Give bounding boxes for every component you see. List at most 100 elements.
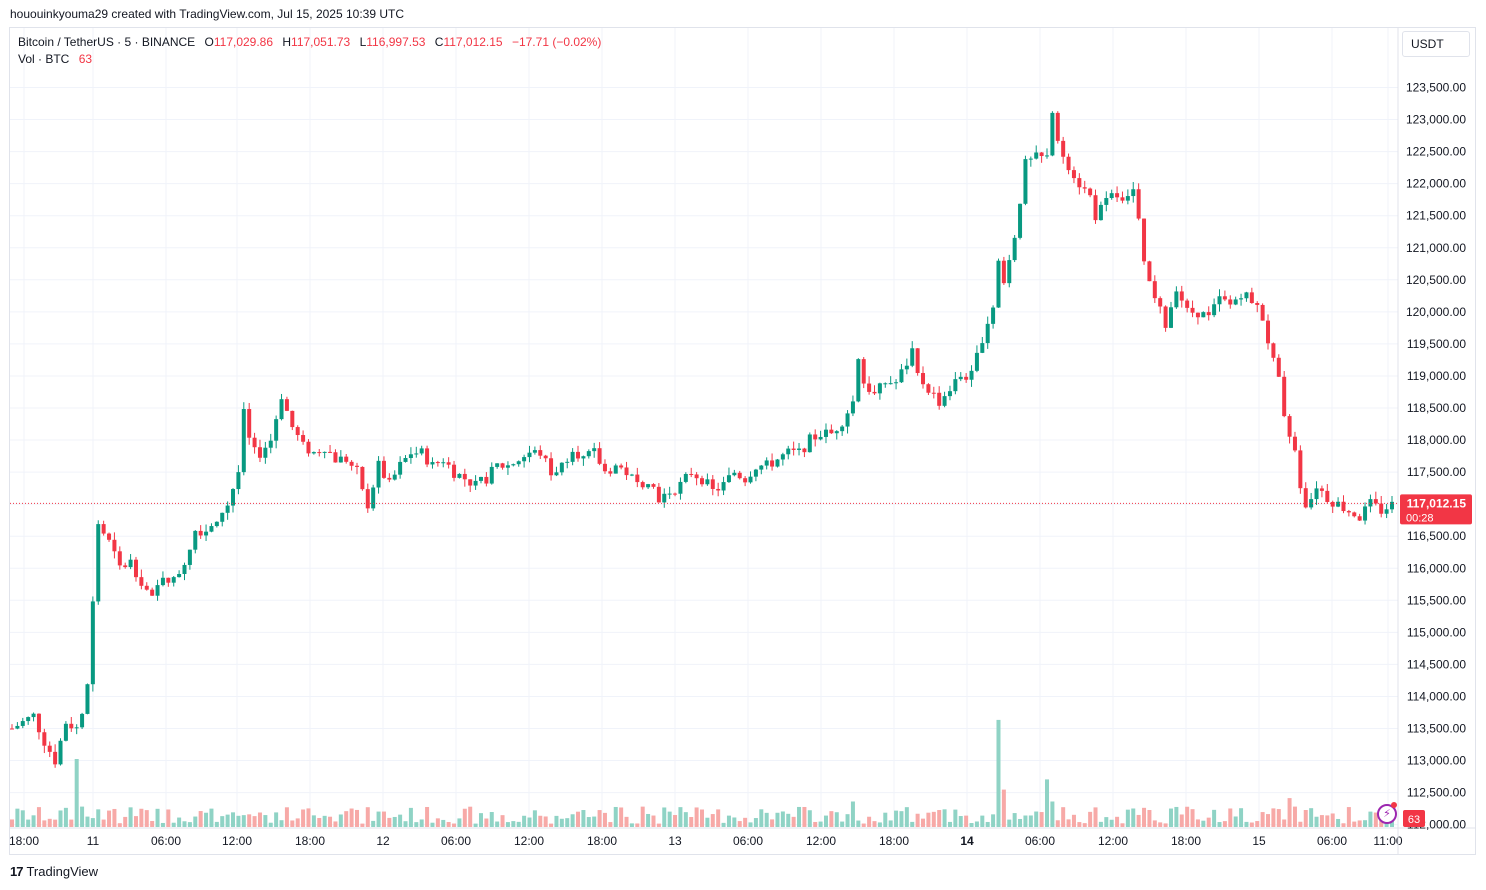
volume-bar <box>489 812 494 827</box>
volume-bar <box>904 807 909 827</box>
volume-bar <box>371 820 376 827</box>
volume-bar <box>505 822 510 827</box>
candle-body <box>306 441 311 454</box>
candle-body <box>15 725 20 729</box>
volume-bar <box>63 807 68 827</box>
candle-body <box>1271 343 1276 358</box>
y-tick-label: 119,500.00 <box>1407 337 1466 351</box>
candle-body <box>1206 312 1211 316</box>
volume-bar <box>764 812 769 827</box>
volume-bar <box>516 821 521 827</box>
candle-body <box>1222 296 1227 300</box>
volume-bar <box>15 808 20 827</box>
volume-bar <box>1195 819 1200 827</box>
x-tick-label: 14 <box>960 834 974 848</box>
volume-bar <box>1066 819 1071 827</box>
last-price-value: 117,012.15 <box>1407 496 1467 510</box>
candle-body <box>1357 516 1362 521</box>
volume-bar <box>947 821 952 827</box>
volume-bar <box>133 816 138 827</box>
volume-bar <box>47 818 52 827</box>
candle-body <box>96 524 101 602</box>
candle-body <box>1061 140 1066 157</box>
volume-bar <box>829 811 834 827</box>
volume-bar <box>1255 821 1260 827</box>
candle-body <box>678 481 683 494</box>
candle-body <box>80 713 85 728</box>
volume-bar <box>69 819 74 827</box>
lightning-icon[interactable]: ⚡ <box>1377 804 1397 824</box>
low-value: 116,997.53 <box>366 35 426 49</box>
candle-body <box>430 462 435 465</box>
volume-bar <box>214 821 219 827</box>
volume-bar <box>667 811 672 827</box>
volume-bar <box>290 820 295 827</box>
candle-body <box>1249 292 1254 304</box>
volume-bar <box>344 811 349 827</box>
volume-bar <box>500 815 505 827</box>
candle-body <box>160 577 165 586</box>
tradingview-logo[interactable]: 17 TradingView <box>10 864 98 879</box>
x-tick-label: 06:00 <box>441 834 471 848</box>
candle-body <box>133 559 138 578</box>
y-tick-label: 123,500.00 <box>1406 81 1466 95</box>
candle-body <box>1292 436 1297 451</box>
volume-bar <box>511 821 516 827</box>
candle-body <box>1093 195 1098 221</box>
volume-label[interactable]: Vol · BTC <box>18 52 70 66</box>
candle-body <box>899 369 904 383</box>
volume-bar <box>1050 801 1055 827</box>
candle-body <box>759 465 764 470</box>
candle-body <box>47 745 52 752</box>
volume-bar <box>468 806 473 827</box>
candle-body <box>1104 198 1109 205</box>
volume-bar <box>225 814 230 827</box>
last-price-badge[interactable] <box>1400 494 1472 525</box>
candle-body <box>1319 488 1324 491</box>
candle-body <box>117 551 122 566</box>
volume-bar <box>311 815 316 827</box>
volume-bar <box>1077 822 1082 827</box>
volume-bar <box>786 813 791 827</box>
volume-bar <box>991 814 996 827</box>
candle-body <box>1239 298 1244 300</box>
y-tick-label: 116,500.00 <box>1407 529 1466 543</box>
low-label: L <box>359 35 367 49</box>
symbol-title[interactable]: Bitcoin / TetherUS · 5 · BINANCE <box>18 35 196 49</box>
volume-bar <box>823 815 828 827</box>
candle-body <box>236 472 241 490</box>
volume-bar <box>1357 820 1362 827</box>
candle-body <box>646 484 651 488</box>
candle-body <box>441 462 446 464</box>
volume-bar <box>1319 815 1324 827</box>
candle-body <box>780 454 785 460</box>
volume-bar <box>613 806 618 827</box>
volume-bar <box>1082 823 1087 827</box>
volume-bar <box>894 810 899 827</box>
candle-body <box>376 460 381 488</box>
candle-body <box>576 451 581 459</box>
candle-body <box>996 260 1001 308</box>
volume-legend: Vol · BTC 63 <box>18 52 92 66</box>
volume-bar <box>182 821 187 827</box>
volume-bar <box>1045 779 1049 827</box>
volume-badge-label: 63 <box>1408 814 1420 826</box>
candle-body <box>705 479 710 485</box>
volume-bar <box>689 817 694 827</box>
candle-body <box>602 463 607 472</box>
x-tick-label: 11 <box>87 834 100 848</box>
candle-body <box>1282 376 1287 417</box>
volume-bar <box>74 759 79 827</box>
candle-body <box>381 460 386 478</box>
volume-bar <box>117 823 122 827</box>
y-tick-label: 118,500.00 <box>1407 401 1466 415</box>
candle-body <box>947 391 952 397</box>
currency-selector[interactable]: USDT <box>1402 31 1470 57</box>
candle-body <box>279 399 284 420</box>
volume-bar <box>446 822 451 827</box>
volume-bar <box>743 817 748 827</box>
volume-bar <box>710 814 715 827</box>
candle-body <box>1303 488 1308 508</box>
volume-bar <box>716 809 721 827</box>
